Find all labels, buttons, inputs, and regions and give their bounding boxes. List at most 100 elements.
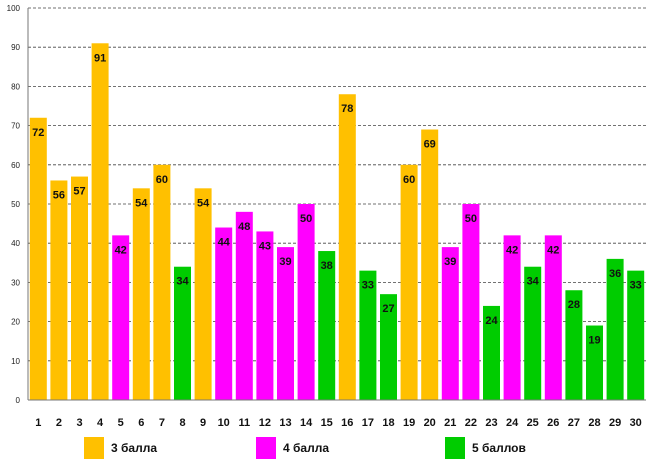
data-label-29: 36 — [609, 268, 621, 280]
x-tick-label: 28 — [588, 417, 600, 429]
bar-3 — [71, 176, 88, 400]
data-label-17: 33 — [362, 280, 374, 292]
legend-item-3: 3 балла — [84, 437, 157, 459]
data-label-20: 69 — [424, 139, 436, 151]
data-label-21: 39 — [444, 256, 456, 268]
data-label-9: 54 — [197, 197, 210, 209]
bar-28 — [586, 325, 603, 400]
x-tick-label: 8 — [179, 417, 185, 429]
y-tick-label: 100 — [7, 4, 21, 13]
legend-swatch-3 — [84, 437, 104, 459]
x-axis-ticks: 1 2 3 4 5 6 7 8 9 10 11 12 13 14 15 16 17 18 19 20 21 22 23 24 2… — [35, 417, 642, 429]
data-label-4: 91 — [94, 52, 106, 64]
data-label-3: 57 — [73, 186, 85, 198]
bar-13 — [277, 247, 294, 400]
data-label-5: 42 — [115, 244, 127, 256]
x-tick-label: 16 — [341, 417, 353, 429]
data-label-13: 39 — [279, 256, 291, 268]
legend-label-3: 3 балла — [111, 441, 157, 455]
x-tick-label: 27 — [568, 417, 580, 429]
data-label-14: 50 — [300, 213, 312, 225]
bar-18 — [380, 294, 397, 400]
x-tick-label: 20 — [424, 417, 436, 429]
x-tick-label: 9 — [200, 417, 206, 429]
x-tick-label: 1 — [35, 417, 41, 429]
bar-7 — [153, 164, 171, 400]
x-tick-label: 21 — [444, 417, 456, 429]
x-tick-label: 22 — [465, 417, 477, 429]
data-label-10: 44 — [218, 237, 231, 249]
x-tick-label: 3 — [76, 417, 82, 429]
bar-24 — [503, 235, 521, 400]
x-tick-label: 7 — [159, 417, 165, 429]
bar-1 — [29, 117, 47, 400]
legend-item-4: 4 балла — [256, 437, 329, 459]
bar-27 — [565, 290, 583, 400]
grid-lines — [28, 7, 646, 362]
x-tick-label: 26 — [547, 417, 559, 429]
x-tick-label: 10 — [218, 417, 230, 429]
y-axis-ticks: 0 10 20 30 40 50 60 70 80 90 100 — [7, 4, 21, 405]
y-tick-label: 70 — [11, 122, 20, 131]
data-label-6: 54 — [135, 197, 148, 209]
x-tick-label: 5 — [118, 417, 124, 429]
data-label-25: 34 — [527, 276, 540, 288]
bar-12 — [256, 231, 274, 400]
legend: 3 балла 4 балла 5 баллов — [84, 437, 526, 459]
x-tick-label: 15 — [321, 417, 333, 429]
bar-11 — [235, 211, 253, 400]
data-label-2: 56 — [53, 189, 65, 201]
bar-25 — [524, 266, 542, 400]
data-label-1: 72 — [32, 127, 44, 139]
bar-21 — [441, 247, 459, 400]
bar-17 — [359, 270, 377, 400]
data-label-23: 24 — [485, 315, 498, 327]
data-label-22: 50 — [465, 213, 477, 225]
data-labels: 72 56 57 91 42 54 60 34 54 44 48 43 39 50 38 78 33 27 60 69… — [32, 52, 642, 346]
bar-23 — [483, 305, 500, 400]
legend-label-5: 5 баллов — [472, 441, 526, 455]
legend-label-4: 4 балла — [283, 441, 329, 455]
bar-9 — [194, 188, 212, 400]
data-label-7: 60 — [156, 174, 168, 186]
x-tick-label: 4 — [97, 417, 104, 429]
data-label-27: 28 — [568, 299, 580, 311]
x-axis — [27, 8, 646, 401]
x-tick-label: 29 — [609, 417, 621, 429]
x-tick-label: 24 — [506, 417, 519, 429]
data-label-19: 60 — [403, 174, 415, 186]
x-tick-label: 12 — [259, 417, 271, 429]
bar-16 — [338, 94, 356, 401]
bar-26 — [544, 235, 562, 400]
y-tick-label: 10 — [11, 357, 20, 366]
bar-15 — [318, 251, 336, 400]
y-tick-label: 20 — [11, 318, 20, 327]
bar-5 — [112, 235, 130, 400]
x-tick-label: 11 — [238, 417, 250, 429]
data-label-24: 42 — [506, 244, 518, 256]
data-label-26: 42 — [547, 244, 559, 256]
y-tick-label: 90 — [11, 43, 20, 52]
legend-swatch-5 — [445, 437, 465, 459]
bar-20 — [421, 129, 439, 400]
data-label-11: 48 — [238, 221, 250, 233]
bars — [29, 43, 645, 401]
data-label-30: 33 — [630, 280, 642, 292]
data-label-28: 19 — [588, 335, 600, 347]
x-tick-label: 17 — [362, 417, 374, 429]
bar-19 — [400, 164, 418, 400]
bar-14 — [297, 204, 315, 400]
x-tick-label: 25 — [527, 417, 539, 429]
data-label-15: 38 — [321, 260, 333, 272]
y-tick-label: 80 — [11, 82, 20, 91]
x-tick-label: 19 — [403, 417, 415, 429]
legend-item-5: 5 баллов — [445, 437, 526, 459]
data-label-12: 43 — [259, 240, 271, 252]
x-tick-label: 13 — [279, 417, 291, 429]
x-tick-label: 23 — [485, 417, 497, 429]
data-label-18: 27 — [382, 303, 394, 315]
x-tick-label: 6 — [138, 417, 144, 429]
y-tick-label: 40 — [11, 239, 20, 248]
bar-10 — [215, 227, 233, 400]
